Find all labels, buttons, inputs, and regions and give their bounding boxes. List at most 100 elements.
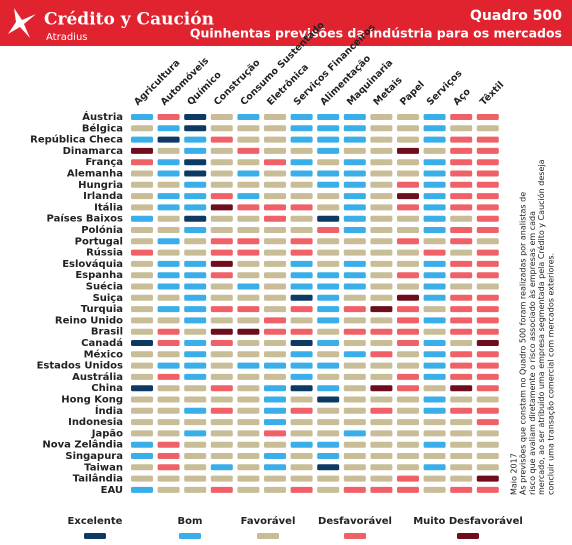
rating-cell	[184, 147, 207, 154]
rating-cell	[343, 486, 366, 493]
rating-cell	[397, 114, 419, 120]
row-label: Taiwan	[84, 462, 123, 473]
rating-cell	[343, 464, 366, 471]
rating-cell	[131, 181, 153, 188]
rating-cell	[157, 215, 180, 222]
rating-cell	[210, 407, 233, 414]
rating-cell	[264, 227, 286, 233]
rating-cell	[450, 373, 473, 380]
rating-cell	[343, 407, 366, 414]
rating-cell	[397, 430, 419, 437]
rating-cell	[290, 407, 313, 414]
rating-cell	[210, 328, 233, 335]
rating-cell	[423, 227, 446, 233]
note-line: mercado, ao ser atribuído uma empresa se…	[536, 159, 546, 495]
rating-cell	[290, 430, 313, 437]
rating-cell	[450, 204, 473, 211]
rating-cell	[184, 272, 207, 279]
rating-cell	[476, 136, 499, 143]
rating-cell	[317, 340, 340, 346]
rating-cell	[290, 181, 313, 188]
rating-cell	[157, 147, 180, 154]
rating-cell	[476, 170, 499, 177]
rating-cell	[423, 136, 446, 143]
rating-cell	[476, 193, 499, 200]
rating-cell	[131, 249, 153, 256]
rating-cell	[397, 125, 419, 132]
rating-cell	[237, 340, 260, 346]
rating-cell	[317, 204, 340, 211]
rating-cell	[476, 475, 499, 482]
rating-cell	[290, 170, 313, 177]
rating-cell	[476, 317, 499, 324]
rating-cell	[450, 306, 473, 313]
rating-cell	[264, 125, 286, 132]
rating-cell	[210, 114, 233, 120]
rating-cell	[450, 215, 473, 222]
rating-cell	[157, 193, 180, 200]
rating-cell	[210, 317, 233, 324]
rating-cell	[264, 306, 286, 313]
row-label: Brasil	[91, 327, 123, 338]
rating-cell	[397, 419, 419, 426]
rating-cell	[317, 475, 340, 482]
rating-cell	[317, 215, 340, 222]
rating-cell	[370, 328, 393, 335]
rating-cell	[237, 283, 260, 290]
row-label: Suécia	[86, 281, 123, 293]
rating-cell	[131, 294, 153, 301]
rating-cell	[476, 294, 499, 301]
rating-cell	[290, 136, 313, 143]
rating-cell	[184, 283, 207, 290]
rating-cell	[397, 136, 419, 143]
rating-cell	[370, 419, 393, 426]
rating-cell	[290, 114, 313, 120]
rating-cell	[317, 193, 340, 200]
legend-swatch	[344, 533, 366, 539]
rating-cell	[184, 373, 207, 380]
rating-cell	[290, 351, 313, 358]
rating-cell	[210, 385, 233, 392]
rating-cell	[397, 238, 419, 245]
rating-cell	[264, 181, 286, 188]
rating-cell	[370, 294, 393, 301]
rating-cell	[184, 441, 207, 448]
rating-cell	[210, 249, 233, 256]
rating-cell	[317, 407, 340, 414]
row-label: Áustria	[82, 110, 123, 123]
rating-cell	[370, 249, 393, 256]
rating-cell	[343, 385, 366, 392]
rating-cell	[131, 441, 153, 448]
rating-cell	[157, 441, 180, 448]
rating-cell	[210, 125, 233, 132]
rating-cell	[317, 114, 340, 120]
rating-cell	[264, 147, 286, 154]
rating-cell	[343, 453, 366, 459]
rating-cell	[237, 159, 260, 166]
rating-cell	[131, 136, 153, 143]
rating-cell	[343, 306, 366, 313]
rating-cell	[476, 373, 499, 380]
rating-cell	[423, 204, 446, 211]
rating-cell	[370, 441, 393, 448]
rating-cell	[317, 181, 340, 188]
rating-cell	[264, 204, 286, 211]
rating-cell	[397, 227, 419, 233]
rating-cell	[131, 272, 153, 279]
rating-cell	[210, 396, 233, 403]
rating-cell	[184, 351, 207, 358]
legend-label: Bom	[178, 516, 203, 527]
rating-cell	[370, 260, 393, 267]
rating-cell	[450, 193, 473, 200]
rating-cell	[237, 260, 260, 267]
rating-cell	[264, 170, 286, 177]
row-label: Irlanda	[83, 191, 123, 202]
rating-cell	[423, 396, 446, 403]
rating-cell	[237, 453, 260, 459]
row-label: EAU	[101, 485, 123, 496]
rating-cell	[131, 215, 153, 222]
rating-cell	[131, 340, 153, 346]
rating-cell	[131, 306, 153, 313]
rating-cell	[290, 147, 313, 154]
